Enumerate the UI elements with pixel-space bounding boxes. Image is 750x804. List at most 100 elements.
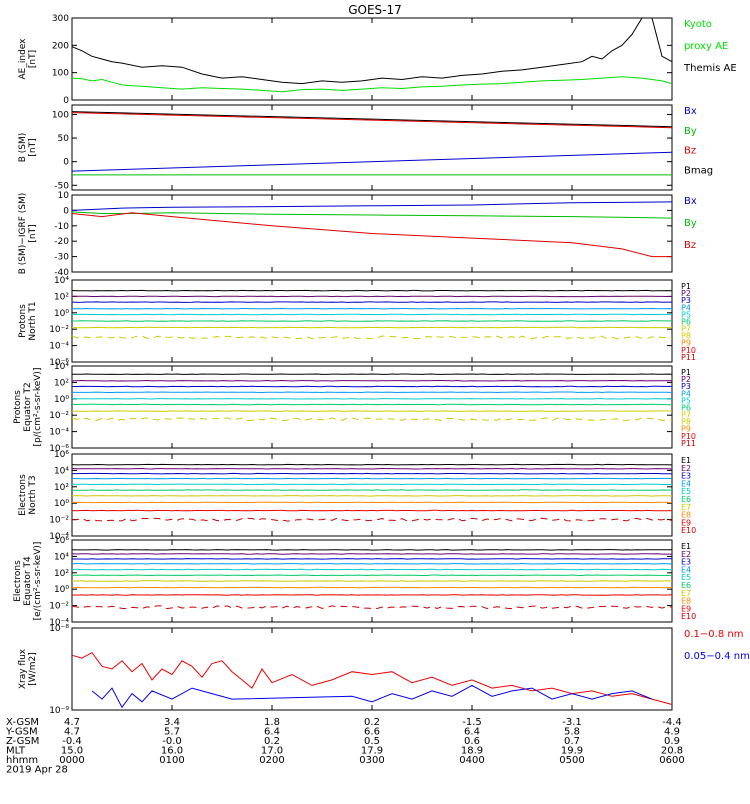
legend-label: 0.1−0.8 nm <box>684 629 743 640</box>
series-line-e10 <box>72 518 672 521</box>
y-tick-label: 10² <box>54 292 69 302</box>
legend-label: P11 <box>681 353 696 362</box>
series-line-e7 <box>72 496 672 497</box>
x-row-value: 0200 <box>259 755 284 766</box>
legend-label: E10 <box>681 526 696 535</box>
y-tick-label: 100 <box>52 69 69 79</box>
y-axis-label: [e/(cm²-s-sr-keV)] <box>33 542 43 621</box>
y-tick-label: 10⁻² <box>49 411 69 421</box>
legend-label: Kyoto <box>684 19 712 30</box>
series-line-e5 <box>72 569 672 570</box>
y-tick-label: 10⁴ <box>54 362 69 372</box>
series-line-p4 <box>72 392 672 393</box>
x-row-value: 0600 <box>659 755 684 766</box>
y-axis-label: Equator T2 <box>23 382 33 431</box>
series-line-p1 <box>72 290 672 291</box>
y-axis-label: Electrons <box>13 560 23 602</box>
legend-label: P11 <box>681 439 696 448</box>
y-axis-label: North T3 <box>28 475 38 514</box>
series-line-p8 <box>72 336 672 339</box>
legend-label: Bx <box>684 196 697 207</box>
y-tick-label: 10² <box>54 483 69 493</box>
series-line-e1 <box>72 550 672 551</box>
series-line-e9 <box>72 595 672 596</box>
legend-label: proxy AE <box>684 41 728 52</box>
series-line-e4 <box>72 564 672 565</box>
y-tick-label: 10⁴ <box>54 276 69 286</box>
series-line-p6 <box>72 404 672 405</box>
y-axis-label: North T1 <box>28 301 38 340</box>
series-line-p2 <box>72 381 672 382</box>
series-line-e3 <box>72 473 672 474</box>
series-line-themis-ae <box>72 18 672 84</box>
y-tick-label: -50 <box>54 181 69 191</box>
y-axis-label: AE_index <box>18 38 28 80</box>
series-line-p5 <box>72 314 672 315</box>
y-tick-label: 10⁶ <box>54 450 69 460</box>
y-tick-label: 10² <box>54 569 69 579</box>
y-tick-label: 10² <box>54 378 69 388</box>
series-line-e10 <box>72 606 672 609</box>
y-axis-label: [p/(cm²-s-sr-keV)] <box>33 368 43 447</box>
y-axis-label: Protons <box>18 304 28 338</box>
y-tick-label: 10 <box>58 191 70 201</box>
y-tick-label: 10⁻⁸ <box>49 624 69 634</box>
series-line-bz <box>72 113 672 128</box>
series-line-by <box>72 212 672 218</box>
y-tick-label: 100 <box>52 110 69 120</box>
series-line-bx <box>72 202 672 211</box>
y-tick-label: 10⁻² <box>49 325 69 335</box>
series-line-e3 <box>72 559 672 560</box>
legend-label: Themis AE <box>683 63 737 74</box>
panel-frame <box>72 105 672 190</box>
y-tick-label: 10⁴ <box>54 466 69 476</box>
legend-label: 0.05−0.4 nm <box>684 651 750 662</box>
y-axis-label: [nT] <box>28 50 38 68</box>
series-line-p7 <box>72 327 672 328</box>
y-tick-label: 10⁶ <box>54 536 69 546</box>
legend-label: Bx <box>684 106 697 117</box>
series-line-bz <box>72 213 672 257</box>
y-tick-label: 10⁻⁹ <box>49 706 69 716</box>
panel-frame <box>72 454 672 536</box>
y-axis-label: [nT] <box>28 138 38 156</box>
y-tick-label: -10 <box>54 222 69 232</box>
x-row-value: 0500 <box>559 755 584 766</box>
y-axis-label: Equator T4 <box>23 556 33 606</box>
y-axis-label: B (SM) <box>18 133 28 163</box>
y-tick-label: 10⁻² <box>49 602 69 612</box>
y-axis-label: Protons <box>13 390 23 424</box>
series-line-e6 <box>72 490 672 491</box>
series-line-e1 <box>72 464 672 465</box>
series-line-e9 <box>72 510 672 511</box>
y-tick-label: 0 <box>63 206 69 216</box>
y-tick-label: 10⁻⁴ <box>49 428 69 438</box>
series-line-e8 <box>72 502 672 503</box>
y-tick-label: 10⁰ <box>54 499 69 509</box>
y-axis-label: [W/m2] <box>28 652 38 685</box>
series-line-e2 <box>72 554 672 555</box>
y-tick-label: -30 <box>54 253 69 263</box>
x-row-value: 0300 <box>359 755 384 766</box>
series-line-e2 <box>72 469 672 470</box>
y-axis-label: B (SM)−IGRF (SM) <box>18 193 28 275</box>
y-tick-label: 10⁰ <box>54 395 69 405</box>
series-line-bmag <box>72 112 672 127</box>
legend-label: Bmag <box>684 165 713 176</box>
legend-label: By <box>684 126 697 137</box>
y-axis-label: Xray flux <box>18 648 28 689</box>
series-line-p3 <box>72 302 672 303</box>
y-tick-label: 10⁴ <box>54 552 69 562</box>
y-tick-label: 300 <box>52 14 69 24</box>
series-line-e5 <box>72 484 672 485</box>
panel-xray: 10⁻⁹ 10⁻⁸ Xray flux[W/m2] 0.1−0.8 nm 0.05−0.… <box>18 624 750 716</box>
y-tick-label: 200 <box>52 41 69 51</box>
